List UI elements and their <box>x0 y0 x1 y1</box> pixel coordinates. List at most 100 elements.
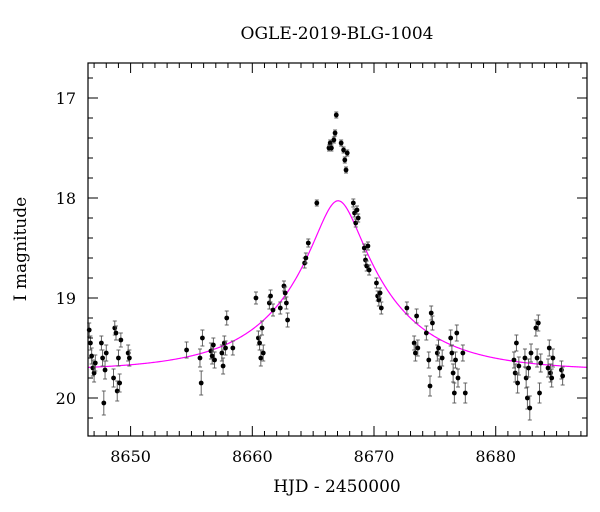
point-marker <box>303 255 309 261</box>
point-marker <box>210 342 216 348</box>
data-point <box>404 301 410 315</box>
x-tick-label: 8660 <box>232 447 273 466</box>
data-point <box>118 332 124 348</box>
data-point <box>184 341 189 359</box>
point-marker <box>283 300 289 306</box>
data-point <box>450 363 456 383</box>
data-point <box>258 349 264 367</box>
tick-layer: 8650 8660 8670 8680 17 18 19 20 <box>56 63 587 466</box>
point-marker <box>342 157 348 163</box>
point-marker <box>353 220 359 226</box>
point-marker <box>126 355 132 361</box>
y-tick-label: 17 <box>56 89 76 108</box>
data-point <box>426 351 432 369</box>
point-marker <box>524 395 530 401</box>
data-point <box>98 335 104 351</box>
point-marker <box>113 330 119 336</box>
point-marker <box>374 280 379 286</box>
point-marker <box>546 345 552 351</box>
data-point <box>285 312 290 328</box>
point-marker <box>533 325 539 331</box>
data-point <box>436 339 441 357</box>
data-point <box>283 296 289 310</box>
data-point <box>366 264 372 276</box>
point-marker <box>450 370 456 376</box>
data-point <box>117 373 123 393</box>
data-point <box>277 301 283 315</box>
data-point <box>253 291 259 305</box>
point-marker <box>329 145 334 151</box>
point-marker <box>212 357 217 363</box>
point-marker <box>453 357 458 363</box>
point-marker <box>460 350 466 356</box>
data-point <box>101 390 107 416</box>
data-point <box>560 366 566 386</box>
point-marker <box>224 315 230 321</box>
plot-frame <box>87 62 588 437</box>
point-marker <box>219 350 225 356</box>
data-point <box>523 367 529 389</box>
point-marker <box>100 355 106 361</box>
point-marker <box>537 390 542 396</box>
point-marker <box>427 383 433 389</box>
data-point <box>515 372 521 394</box>
point-marker <box>377 290 383 296</box>
point-marker <box>184 347 189 353</box>
point-marker <box>332 130 338 136</box>
data-point <box>268 289 273 303</box>
point-marker <box>436 345 441 351</box>
data-point <box>116 349 121 367</box>
data-point <box>449 344 455 362</box>
point-marker <box>285 317 290 323</box>
point-marker <box>116 355 121 361</box>
point-marker <box>355 215 361 221</box>
data-point <box>100 349 106 367</box>
point-marker <box>361 245 367 251</box>
point-marker <box>89 353 95 359</box>
point-marker <box>230 345 236 351</box>
data-point <box>103 344 109 362</box>
point-marker <box>350 200 356 206</box>
point-marker <box>363 257 368 263</box>
data-point <box>453 351 458 369</box>
data-point <box>314 199 320 207</box>
point-marker <box>411 340 417 346</box>
data-point <box>462 382 468 404</box>
point-marker <box>282 290 288 296</box>
point-marker <box>404 305 410 311</box>
data-point <box>111 368 116 388</box>
data-point <box>342 156 348 164</box>
point-marker <box>331 137 337 143</box>
point-marker <box>114 388 120 394</box>
data-point <box>332 129 338 137</box>
data-point <box>374 277 379 289</box>
data-point <box>545 358 551 378</box>
point-marker <box>526 365 531 371</box>
data-point <box>437 358 443 378</box>
data-point <box>414 308 420 324</box>
data-point <box>198 370 204 396</box>
chart-title: OGLE-2019-BLG-1004 <box>241 24 434 44</box>
data-layer <box>86 111 588 421</box>
point-marker <box>430 320 435 326</box>
data-point <box>220 357 226 375</box>
point-marker <box>277 305 283 311</box>
data-point <box>534 348 540 368</box>
point-marker <box>281 283 287 289</box>
point-marker <box>305 240 311 246</box>
data-point <box>528 343 534 363</box>
point-marker <box>111 375 116 381</box>
point-marker <box>314 200 320 206</box>
point-marker <box>88 340 93 346</box>
x-tick-label: 8650 <box>110 447 151 466</box>
data-point <box>365 241 371 251</box>
point-marker <box>253 295 259 301</box>
point-marker <box>527 405 533 411</box>
point-marker <box>528 350 534 356</box>
data-point <box>460 344 466 362</box>
point-marker <box>343 167 349 173</box>
data-point <box>527 395 533 421</box>
point-marker <box>545 365 551 371</box>
point-marker <box>434 350 440 356</box>
